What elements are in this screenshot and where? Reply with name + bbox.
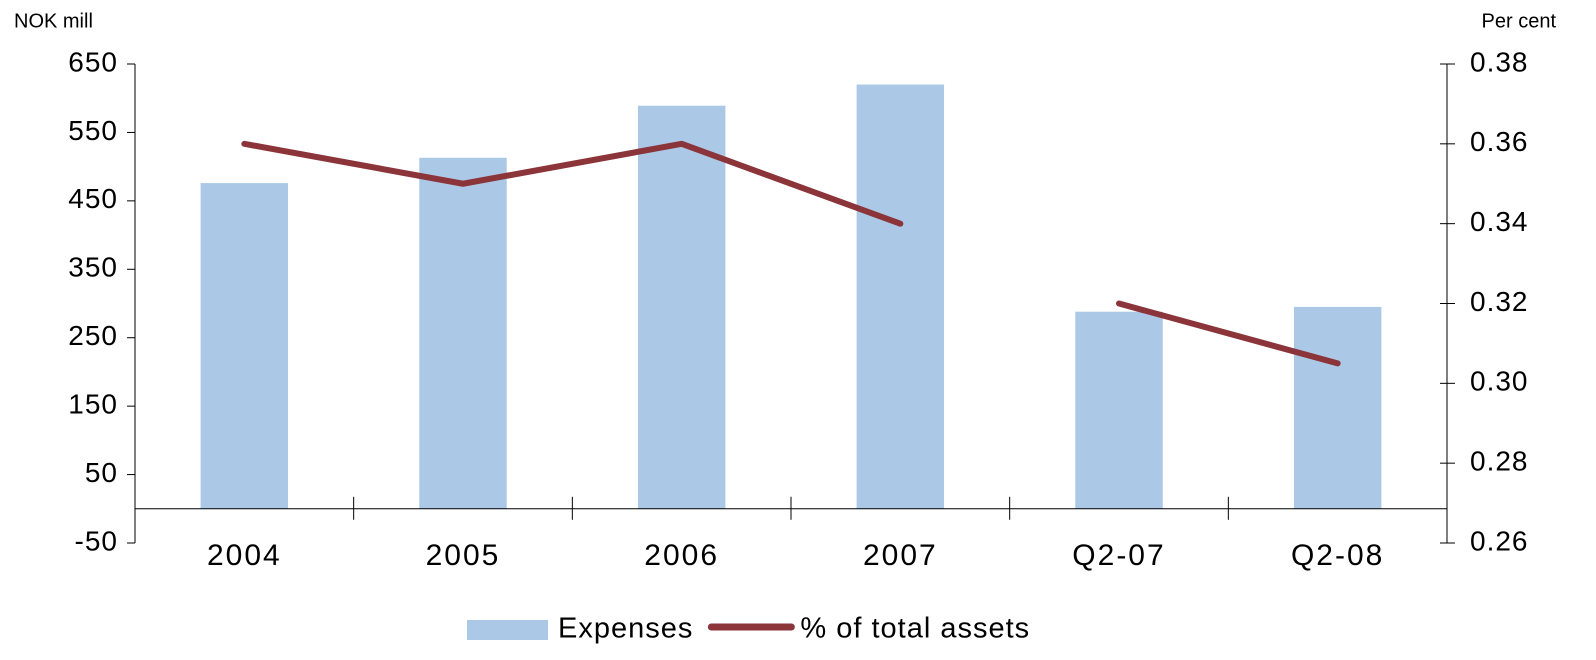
y-tick-label: 150 [68,389,118,420]
line [1116,300,1341,367]
y-tick-label: 650 [68,46,118,77]
y-tick-label: -50 [75,525,118,556]
x-tick-label: 2004 [207,539,282,572]
y2-tick-label: 0.38 [1470,46,1529,77]
x-tick-label: 2006 [644,539,719,572]
y2-tick-label: 0.28 [1470,446,1529,477]
y-axis-title: NOK mill [14,10,93,32]
legend-label: % of total assets [800,613,1030,645]
y2-tick-label: 0.30 [1470,366,1529,397]
y-tick-label: 450 [68,183,118,214]
bar [200,183,289,509]
y2-tick-label: 0.36 [1470,126,1529,157]
y2-tick-label: 0.34 [1470,206,1529,237]
bar [856,84,945,509]
y2-axis-title: Per cent [1482,10,1557,32]
x-tick-label: 2007 [863,539,938,572]
y-tick-label: 50 [85,457,118,488]
bar [1075,311,1163,509]
y-tick-label: 550 [68,115,118,146]
y-tick-label: 350 [68,252,118,283]
y2-tick-label: 0.32 [1470,286,1529,317]
bar [419,157,507,509]
legend-label: Expenses [558,613,693,645]
y2-tick-label: 0.26 [1470,525,1529,556]
x-tick-label: 2005 [426,539,501,572]
line [241,140,904,227]
bar [637,105,726,509]
x-tick-label: Q2-07 [1072,539,1165,572]
x-tick-label: Q2-08 [1291,539,1384,572]
bar [1293,306,1382,509]
y-tick-label: 250 [68,320,118,351]
legend-swatch [467,620,548,640]
